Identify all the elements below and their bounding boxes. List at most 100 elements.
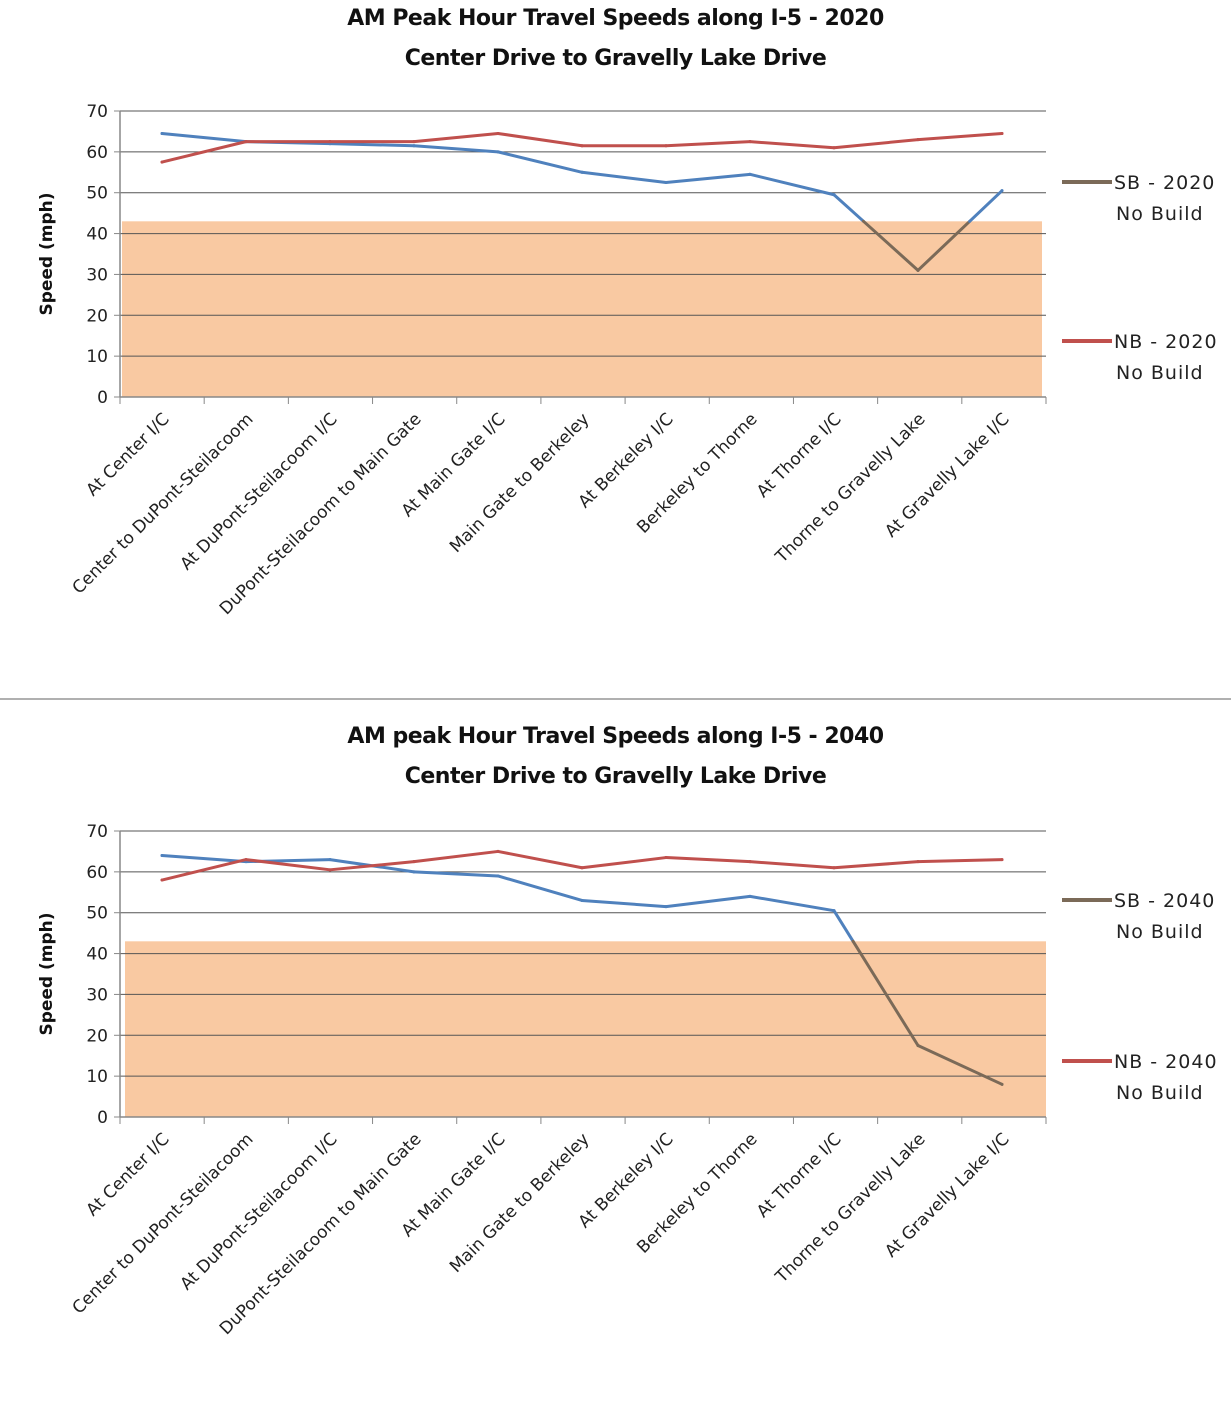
chart-2040-series-sb-point — [916, 1044, 920, 1047]
chart-2040-series-nb-point — [916, 860, 920, 864]
chart-2040-series-sb-point — [328, 858, 332, 862]
chart-2040-series-sb-segment — [496, 874, 584, 902]
chart-2020-ytick-label: 50 — [86, 184, 108, 204]
chart-2020-series-nb-point — [748, 140, 752, 144]
chart-2040-xtick-label: Thorne to Gravelly Lake — [771, 1129, 929, 1287]
chart-2020-ytick-label: 0 — [97, 388, 108, 408]
chart-2040-series-sb-point — [496, 874, 500, 878]
chart-2040-series-sb-point — [832, 909, 836, 913]
chart-2040-legend-label-nb: No Build — [1116, 1082, 1204, 1104]
chart-2040-xtick-label: Center to DuPont-Steilacoom — [69, 1129, 258, 1318]
chart-2040-congestion-band — [125, 941, 1046, 1117]
chart-2040-series-nb-point — [160, 878, 164, 882]
chart-2020-series-sb-point — [580, 170, 584, 174]
chart-2020-series-nb-segment — [412, 131, 500, 144]
chart-2020-series-sb-point — [1000, 189, 1004, 193]
chart-2040-legend-label-sb: SB - 2040 — [1114, 890, 1215, 912]
chart-2020-series-nb-point — [580, 144, 584, 148]
chart-2040-series-nb-segment — [916, 858, 1004, 864]
chart-2040-series-nb-point — [664, 856, 668, 860]
chart-2040-series-nb-segment — [748, 860, 836, 870]
chart-separator — [0, 698, 1231, 700]
chart-2020-series-sb-point — [160, 131, 164, 135]
chart-2020-series-sb-point — [496, 150, 500, 154]
chart-2020-series-nb-segment — [160, 140, 248, 164]
chart-2040-legend-label-sb: No Build — [1116, 921, 1204, 943]
chart-2040-series-nb-point — [832, 866, 836, 870]
chart-2020-series-sb-segment — [832, 193, 866, 223]
chart-2020-series-nb-segment — [496, 131, 584, 148]
chart-2040-ytick-label: 60 — [86, 863, 108, 883]
chart-2040-series-sb-segment — [851, 939, 920, 1047]
chart-2020-series-nb-segment — [664, 140, 752, 148]
chart-2020-ytick-label: 40 — [86, 225, 108, 245]
chart-2040-ytick-label: 70 — [86, 822, 108, 842]
chart-2020-series-sb-segment — [412, 144, 500, 154]
chart-2020-legend-label-nb: No Build — [1116, 362, 1204, 384]
chart-2020-series-nb-point — [1000, 131, 1004, 135]
chart-2020-legend-label-sb: SB - 2020 — [1114, 172, 1215, 194]
chart-2040-title: AM peak Hour Travel Speeds along I-5 - 2… — [347, 724, 884, 749]
chart-2040-series-nb-segment — [412, 849, 500, 864]
chart-2020-series-nb-point — [496, 131, 500, 135]
chart-2020-ytick-label: 10 — [86, 347, 108, 367]
chart-2040-ytick-label: 20 — [86, 1026, 108, 1046]
chart-2040-ytick-label: 10 — [86, 1067, 108, 1087]
chart-2020-legend-label-sb: No Build — [1116, 203, 1204, 225]
chart-2020-series-sb-segment — [748, 172, 836, 197]
chart-2020-series-nb-segment — [748, 140, 836, 150]
chart-2040-legend-label-nb: NB - 2040 — [1114, 1051, 1218, 1073]
chart-2040-series-nb-point — [328, 868, 332, 872]
chart-2020-series-nb-point — [244, 140, 248, 144]
chart-2040-series-sb-point — [1000, 1082, 1004, 1086]
chart-2040-series-sb-point — [580, 898, 584, 902]
chart-2040-series-nb-point — [748, 860, 752, 864]
chart-2020-ytick-label: 20 — [86, 306, 108, 326]
chart-2020-series-nb-segment — [832, 138, 920, 150]
chart-2040-series-nb-segment — [244, 858, 332, 872]
chart-2020-series-nb-point — [664, 144, 668, 148]
chart-2020-series-sb-point — [748, 172, 752, 176]
chart-2020-series-sb-segment — [664, 172, 752, 184]
chart-2040-series-nb-segment — [160, 858, 248, 882]
chart-2040-series-sb-segment — [832, 909, 855, 943]
chart-2020-subtitle: Center Drive to Gravelly Lake Drive — [404, 46, 827, 71]
chart-2020-series-sb-point — [832, 193, 836, 197]
chart-2020-title: AM Peak Hour Travel Speeds along I-5 - 2… — [347, 6, 884, 31]
chart-2020-series-nb-point — [916, 138, 920, 142]
chart-2040-series-nb-point — [412, 860, 416, 864]
chart-2020-series-nb-point — [832, 146, 836, 150]
chart-2040-series-nb-point — [244, 858, 248, 862]
chart-2040-series-nb-segment — [328, 860, 416, 872]
chart-2040-xtick-label: At DuPont-Steilacoom I/C — [177, 1129, 342, 1294]
chart-2040-xtick-label: At Center I/C — [83, 1129, 174, 1220]
chart-2020-series-nb-point — [328, 140, 332, 144]
chart-2040-series-nb-segment — [832, 860, 920, 870]
chart-2020-series-nb-point — [160, 160, 164, 164]
chart-2040-series-sb-segment — [412, 870, 500, 878]
chart-2020-congestion-band — [122, 221, 1042, 397]
chart-2040-series-nb-segment — [496, 849, 584, 870]
chart-2040-series-sb-segment — [748, 894, 836, 913]
chart-2040-series-nb-point — [1000, 858, 1004, 862]
chart-2020-series-sb-segment — [580, 170, 668, 184]
chart-2040-series-nb-segment — [580, 856, 668, 870]
chart-2040-series-nb-segment — [664, 856, 752, 864]
chart-2040-series-nb-point — [496, 849, 500, 853]
chart-2020-series-sb-segment — [916, 219, 972, 272]
chart-2040-series-sb-segment — [160, 854, 248, 864]
chart-2040-series-nb-point — [580, 866, 584, 870]
chart-2040-ytick-label: 50 — [86, 904, 108, 924]
chart-2020-series-sb-point — [664, 181, 668, 184]
chart-2020-series-nb-point — [412, 140, 416, 144]
chart-2040-xtick-label: At Thorne I/C — [753, 1129, 846, 1222]
chart-2040-series-sb-point — [412, 870, 416, 874]
chart-2040-ytick-label: 0 — [97, 1108, 108, 1128]
chart-2040-ylabel: Speed (mph) — [37, 912, 57, 1035]
chart-2020-legend-label-nb: NB - 2020 — [1114, 331, 1218, 353]
chart-2040-series-sb-point — [664, 905, 668, 909]
chart-2040-series-sb-segment — [580, 898, 668, 909]
chart-2020-series-sb-segment — [862, 219, 920, 272]
